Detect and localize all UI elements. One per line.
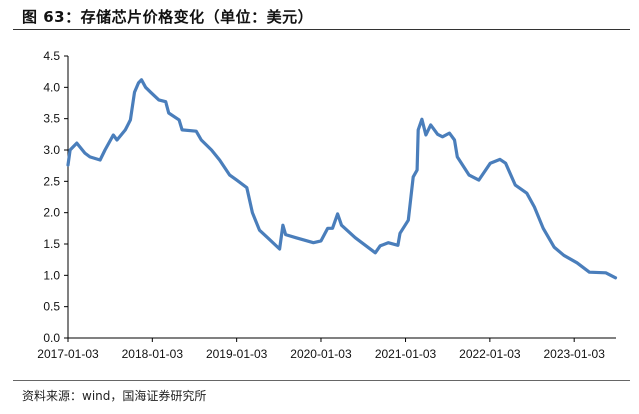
source-note: 资料来源：wind，国海证券研究所 (22, 389, 207, 403)
y-axis: 0.0 0.5 1.0 1.5 2.0 2.5 3.0 3.5 4.0 4.5 (43, 49, 69, 345)
source-divider (13, 380, 630, 381)
x-tick-label: 2018-01-03 (122, 347, 184, 361)
y-tick-label: 1.5 (43, 237, 60, 251)
x-tick-label: 2019-01-03 (206, 347, 268, 361)
x-tick-label: 2022-01-03 (459, 347, 521, 361)
x-tick-label: 2020-01-03 (290, 347, 352, 361)
x-tick-label: 2023-01-03 (543, 347, 605, 361)
y-tick-label: 0.0 (43, 331, 60, 345)
title-divider (13, 29, 630, 30)
x-axis: 2017-01-03 2018-01-03 2019-01-03 2020-01-03… (37, 337, 616, 361)
x-tick-label: 2017-01-03 (37, 347, 99, 361)
y-tick-label: 3.5 (43, 112, 60, 126)
y-tick-label: 2.0 (43, 206, 60, 220)
y-tick-label: 0.5 (43, 300, 60, 314)
y-tick-label: 2.5 (43, 174, 60, 188)
y-tick-label: 1.0 (43, 268, 60, 282)
y-tick-label: 4.5 (43, 49, 60, 63)
chart-title: 图 63：存储芯片价格变化（单位：美元） (22, 8, 314, 26)
x-tick-label: 2021-01-03 (375, 347, 437, 361)
y-tick-label: 3.0 (43, 143, 60, 157)
y-tick-label: 4.0 (43, 80, 60, 94)
series-line (66, 78, 618, 280)
